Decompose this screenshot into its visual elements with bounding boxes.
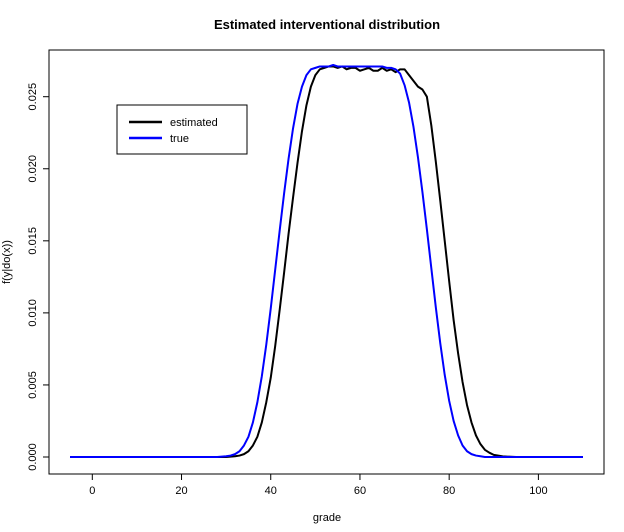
x-tick-label-100: 100: [529, 485, 547, 497]
x-tick-label-0: 0: [89, 485, 95, 497]
x-tick-label-60: 60: [354, 485, 366, 497]
y-tick-label-4: 0.020: [27, 155, 39, 183]
series-layer: [70, 64, 583, 458]
x-axis-label: grade: [313, 512, 341, 524]
series-line-estimated: [70, 65, 583, 458]
y-tick-label-0: 0.000: [27, 443, 39, 471]
y-tick-label-2: 0.010: [27, 299, 39, 327]
plot-frame: [48, 49, 605, 475]
chart-title: Estimated interventional distribution: [214, 17, 440, 32]
x-tick-label-20: 20: [175, 485, 187, 497]
y-axis-label: f(y|do(x)): [1, 240, 13, 284]
y-tick-label-3: 0.015: [27, 227, 39, 255]
series-line-true: [70, 64, 583, 458]
legend-label-true: true: [170, 133, 189, 145]
y-tick-label-1: 0.005: [27, 371, 39, 399]
x-axis: 0 20 40 60 80 100: [89, 474, 548, 497]
y-tick-label-5: 0.025: [27, 83, 39, 111]
y-axis: 0.000 0.005 0.010 0.015 0.020 0.025: [27, 83, 49, 471]
x-tick-label-40: 40: [265, 485, 277, 497]
x-tick-label-80: 80: [443, 485, 455, 497]
legend-label-estimated: estimated: [170, 117, 218, 129]
legend-box: [116, 104, 248, 155]
legend: estimated true: [116, 104, 248, 155]
